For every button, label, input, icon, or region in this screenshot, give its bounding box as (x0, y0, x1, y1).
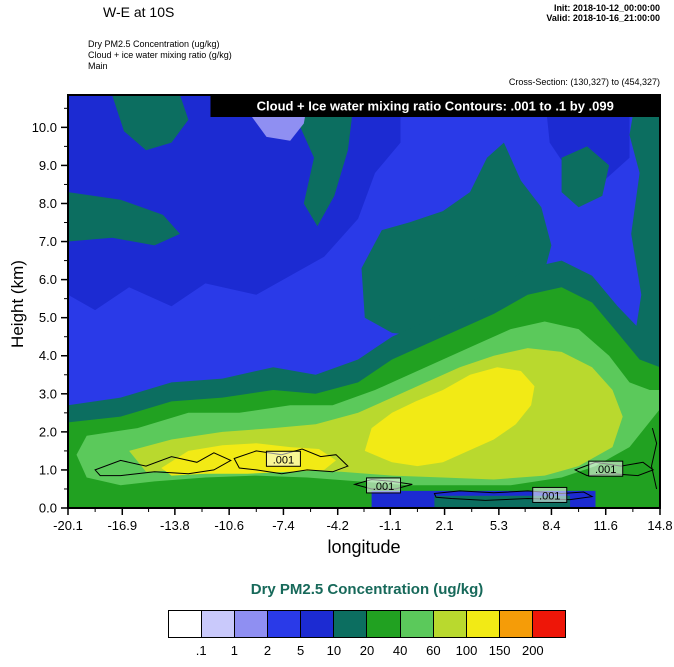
y-tick-label: 7.0 (39, 234, 57, 249)
page-title: W-E at 10S (103, 4, 175, 20)
contour-label: .001 (595, 464, 616, 476)
contour-label-box (588, 460, 624, 477)
x-tick-label: 8.4 (542, 518, 560, 533)
x-tick-label: -16.9 (107, 518, 137, 533)
field-line: Cloud + ice water mixing ratio (g/kg) (88, 50, 232, 60)
fill-region (561, 146, 610, 208)
colorbar-tick-label: 5 (297, 643, 305, 658)
colorbar-cell (300, 610, 335, 638)
contour-label: .001 (273, 454, 294, 466)
colorbar-cell (168, 610, 203, 638)
colorbar-cell (267, 610, 302, 638)
contour-label-box (366, 477, 402, 494)
colorbar-cell (432, 610, 467, 638)
y-tick-label: 0.0 (39, 501, 57, 516)
banner-text: Cloud + Ice water mixing ratio Contours:… (257, 99, 614, 114)
field-line: Dry PM2.5 Concentration (ug/kg) (88, 39, 220, 49)
fill-region (629, 95, 660, 402)
colorbar-labels: .1 1 2 5 10 20 40 60 100 150 200 (168, 643, 566, 659)
colorbar-tick-label: 40 (392, 643, 408, 658)
cloud-contour-line (94, 452, 232, 477)
x-tick-label: -13.8 (160, 518, 190, 533)
x-tick-label: 14.8 (647, 518, 672, 533)
y-tick-label: 2.0 (39, 424, 57, 439)
colorbar-title: Dry PM2.5 Concentration (ug/kg) (250, 581, 484, 598)
colorbar-tick-label: 20 (359, 643, 375, 658)
field-line: Main (88, 61, 108, 71)
valid-timestamp: Valid: 2018-10-16_21:00:00 (546, 13, 660, 23)
colorbar-tick-label: 1 (230, 643, 238, 658)
x-tick-label: 11.6 (594, 518, 618, 533)
colorbar-tick-label: 10 (326, 643, 342, 658)
contour-label-box (532, 486, 568, 503)
y-tick-label: 8.0 (39, 196, 57, 211)
colorbar-tick-label: .1 (195, 643, 207, 658)
cloud-contour-line (650, 427, 658, 490)
contour-label: .001 (539, 490, 560, 502)
field-list: Dry PM2.5 Concentration (ug/kg) Cloud + i… (88, 39, 232, 72)
colorbar-tick-label: 100 (455, 643, 478, 658)
fill-region (364, 367, 535, 467)
init-timestamp: Init: 2018-10-12_00:00:00 (553, 3, 660, 13)
x-tick-label: 5.3 (490, 518, 508, 533)
fill-region (68, 192, 180, 246)
fill-region (112, 95, 189, 151)
y-tick-label: 3.0 (39, 386, 57, 401)
contour-field: .001 .001 .001 .001 (68, 95, 660, 508)
colorbar-tick-label: 2 (263, 643, 272, 658)
contour-label: .001 (373, 481, 394, 493)
x-tick-label: -20.1 (53, 518, 83, 533)
y-tick-label: 10.0 (32, 120, 57, 135)
colorbar-tick-label: 200 (521, 643, 544, 658)
colorbar-cell (498, 610, 533, 638)
y-tick-label: 5.0 (39, 310, 57, 325)
y-axis-title: Height (km) (8, 260, 27, 348)
y-tick-label: 6.0 (39, 272, 57, 287)
colorbar-tick-label: 150 (488, 643, 511, 658)
colorbar-cell (399, 610, 434, 638)
cloud-contour-line (433, 490, 594, 501)
fill-region (300, 95, 355, 227)
colorbar-cell (531, 610, 566, 638)
x-tick-label: -1.1 (379, 518, 401, 533)
colorbar-cell (333, 610, 368, 638)
cross-section-label: Cross-Section: (130,327) to (454,327) (508, 77, 660, 87)
colorbar-cell (366, 610, 401, 638)
x-axis-title: longitude (327, 537, 401, 557)
colorbar-tick-label: 60 (426, 643, 441, 658)
colorbar (168, 610, 566, 638)
y-tick-label: 9.0 (39, 158, 57, 173)
contour-label-box (265, 450, 301, 467)
x-tick-label: -7.4 (272, 518, 294, 533)
x-tick-label: -4.2 (327, 518, 349, 533)
y-tick-label: 1.0 (39, 462, 57, 477)
y-tick-label: 4.0 (39, 348, 57, 363)
x-tick-label: 2.1 (436, 518, 454, 533)
x-tick-label: -10.6 (214, 518, 244, 533)
colorbar-cell (465, 610, 500, 638)
colorbar-cell (234, 610, 269, 638)
colorbar-cell (201, 610, 236, 638)
banner (210, 95, 660, 117)
